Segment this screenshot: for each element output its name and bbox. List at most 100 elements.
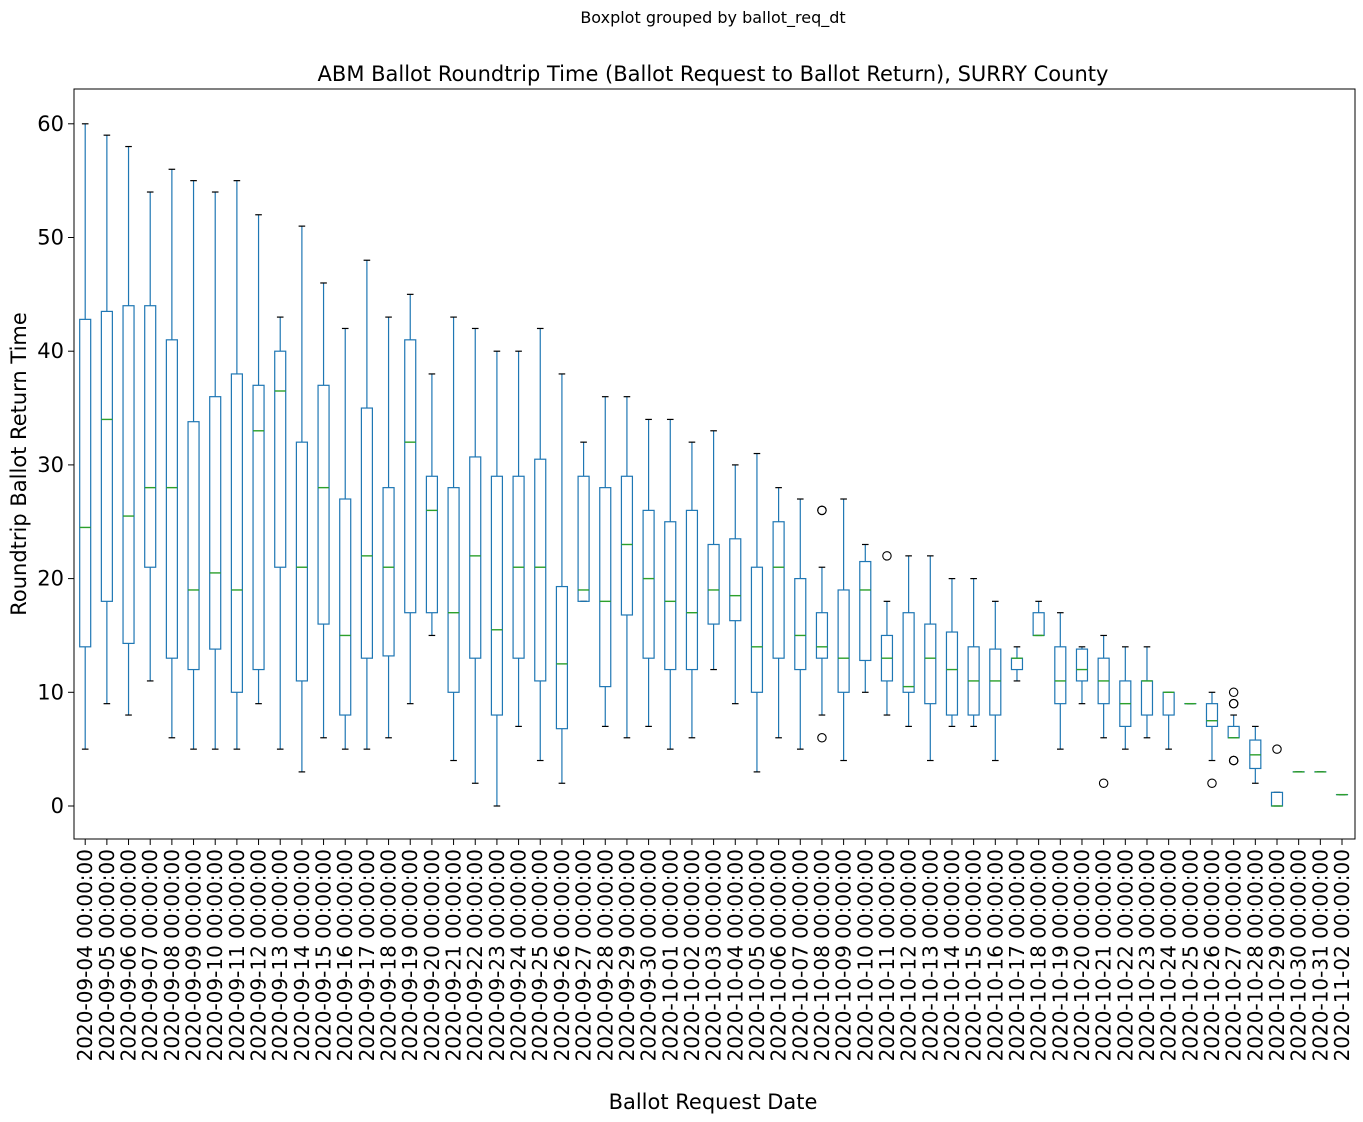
x-tick-label: 2020-10-01 00:00:00	[658, 849, 682, 1061]
box	[1032, 612, 1045, 637]
box	[642, 509, 655, 659]
box-group	[490, 350, 504, 807]
x-tick-label: 2020-10-17 00:00:00	[1005, 849, 1029, 1061]
plot-frame	[73, 88, 1356, 840]
x-tick-label: 2020-10-30 00:00:00	[1287, 849, 1311, 1061]
box-group	[295, 225, 308, 773]
x-tick-label: 2020-10-06 00:00:00	[767, 849, 791, 1061]
box-group	[837, 498, 850, 762]
box-group	[79, 123, 92, 750]
box-group	[1054, 612, 1067, 750]
box-group	[360, 259, 373, 750]
x-tick-label: 2020-09-27 00:00:00	[572, 849, 596, 1061]
box-group	[1097, 634, 1110, 789]
y-tick-label: 60	[37, 112, 64, 136]
box	[989, 648, 1002, 716]
x-tick-label: 2020-09-28 00:00:00	[593, 849, 617, 1061]
box	[902, 612, 915, 693]
box-group	[512, 350, 525, 728]
y-axis: 0 10 20 30 40 50 60	[37, 112, 74, 818]
box-group	[122, 145, 135, 716]
x-tick-label: 2020-09-10 00:00:00	[203, 849, 227, 1061]
box-group	[1249, 725, 1262, 784]
x-tick-label: 2020-10-15 00:00:00	[962, 849, 986, 1061]
x-tick-label: 2020-09-07 00:00:00	[138, 849, 162, 1061]
box-group	[750, 452, 764, 773]
box-group	[967, 577, 980, 728]
box-group	[859, 543, 872, 693]
y-tick-label: 20	[37, 567, 64, 591]
flier-point	[1228, 698, 1239, 709]
x-tick-label: 2020-09-19 00:00:00	[398, 849, 422, 1061]
x-tick-label: 2020-09-29 00:00:00	[615, 849, 639, 1061]
box	[447, 487, 460, 693]
flier-point	[1228, 687, 1239, 698]
x-tick-label: 2020-10-04 00:00:00	[723, 849, 747, 1061]
x-tick-label: 2020-10-11 00:00:00	[875, 849, 899, 1061]
box	[230, 373, 243, 693]
box-group	[1270, 744, 1284, 807]
x-tick-label: 2020-11-02 00:00:00	[1330, 849, 1354, 1061]
box	[209, 396, 222, 650]
box	[469, 456, 482, 659]
y-tick-label: 10	[37, 680, 64, 704]
box-group	[534, 327, 547, 762]
x-tick-label: 2020-10-14 00:00:00	[940, 849, 964, 1061]
flier-point	[882, 551, 892, 561]
box-group	[599, 396, 612, 728]
box-group	[772, 487, 785, 739]
box	[339, 498, 352, 716]
box	[707, 543, 720, 625]
box	[79, 318, 92, 648]
x-tick-label: 2020-10-27 00:00:00	[1222, 849, 1246, 1061]
box	[1270, 791, 1284, 807]
x-tick-label: 2020-09-17 00:00:00	[355, 849, 379, 1061]
box-group	[729, 464, 742, 705]
x-tick-label: 2020-09-08 00:00:00	[160, 849, 184, 1061]
x-tick-label: 2020-09-11 00:00:00	[225, 849, 249, 1061]
x-tick-label: 2020-10-29 00:00:00	[1265, 849, 1289, 1061]
y-tick-label: 0	[51, 794, 64, 818]
box-group	[577, 441, 590, 602]
box-group	[1205, 691, 1219, 789]
y-tick-label: 30	[37, 453, 64, 477]
box-group	[707, 430, 720, 671]
box-group	[1162, 691, 1175, 750]
x-tick-label: 2020-09-12 00:00:00	[247, 849, 271, 1061]
box-group	[685, 441, 699, 739]
box	[1205, 703, 1219, 728]
box	[620, 475, 634, 616]
x-tick-label: 2020-09-13 00:00:00	[268, 849, 292, 1061]
box-group	[100, 134, 113, 705]
box	[295, 441, 308, 682]
box	[382, 487, 395, 657]
x-tick-label: 2020-10-19 00:00:00	[1048, 849, 1072, 1061]
chart-suptitle: Boxplot grouped by ballot_req_dt	[580, 8, 845, 28]
box	[945, 631, 959, 716]
box-group	[339, 327, 352, 750]
box-group	[924, 555, 937, 762]
x-tick-label: 2020-09-23 00:00:00	[485, 849, 509, 1061]
x-tick-label: 2020-09-15 00:00:00	[312, 849, 336, 1061]
x-tick-label: 2020-10-02 00:00:00	[680, 849, 704, 1061]
box-group	[902, 555, 915, 728]
x-tick-label: 2020-10-28 00:00:00	[1243, 849, 1267, 1061]
box	[534, 458, 547, 682]
box	[490, 475, 504, 716]
x-tick-label: 2020-10-08 00:00:00	[810, 849, 834, 1061]
box	[1140, 680, 1154, 716]
x-tick-label: 2020-09-06 00:00:00	[117, 849, 141, 1061]
box-group	[1032, 600, 1045, 637]
x-axis-label: Ballot Request Date	[609, 1090, 818, 1114]
box-group	[664, 418, 677, 750]
box-group	[469, 327, 482, 784]
x-tick-label: 2020-09-16 00:00:00	[333, 849, 357, 1061]
box	[274, 350, 287, 568]
box	[577, 475, 590, 602]
x-tick-label: 2020-10-26 00:00:00	[1200, 849, 1224, 1061]
box-group	[1075, 646, 1089, 705]
box	[187, 421, 200, 671]
box-group	[317, 282, 330, 739]
